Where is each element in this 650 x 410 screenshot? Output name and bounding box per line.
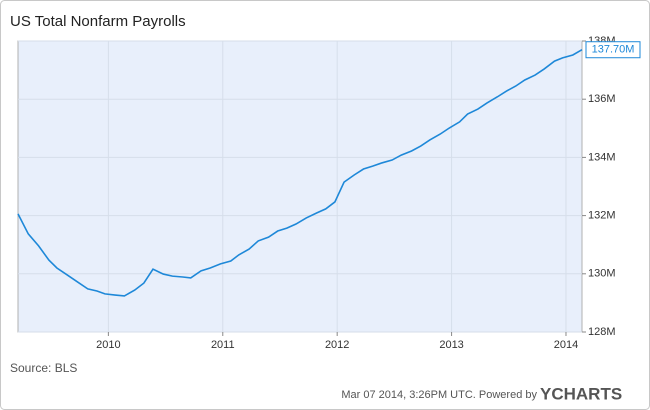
y-tick-label: 134M [588,151,616,163]
line [17,49,583,297]
plot-area [17,40,583,333]
chart-title: US Total Nonfarm Payrolls [10,13,186,30]
y-tick-label: 128M [588,326,616,338]
value-label-box [585,41,641,59]
y-tick-label: 132M [588,210,616,222]
x-tick-label: 2010 [96,339,120,351]
footer-note: Mar 07 2014, 3:26PM UTC. Powered by [341,389,537,401]
x-tick-label: 2011 [211,339,235,351]
value-label: 137.70M [592,44,635,56]
x-tick-label: 2012 [325,339,349,351]
brand: YCHARTS [540,384,622,403]
source: Source: BLS [10,361,77,375]
y-tick-label: 136M [588,93,616,105]
x-tick-label: 2013 [439,339,463,351]
x-tick-label: 2014 [554,339,578,351]
y-tick-label: 130M [588,268,616,280]
